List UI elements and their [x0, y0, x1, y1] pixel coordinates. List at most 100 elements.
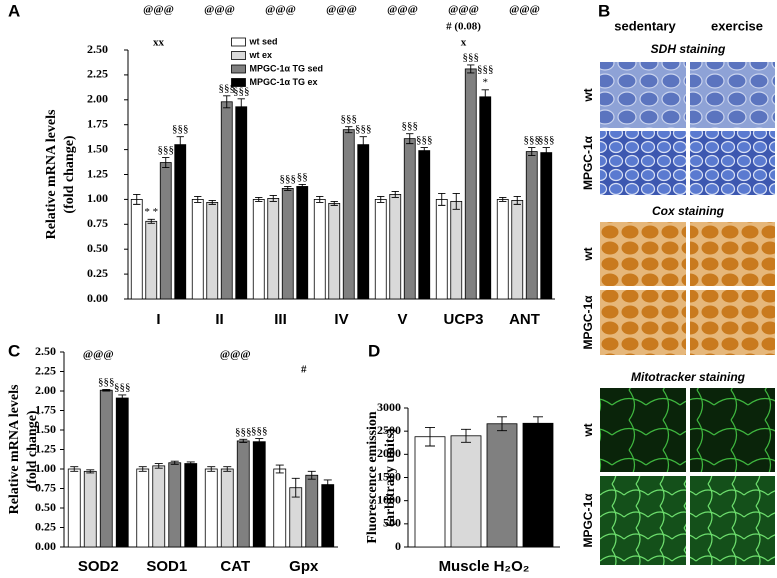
y-tick-label: 2.00 — [87, 92, 108, 106]
error-bar — [497, 416, 507, 432]
y-tick-label: 0.50 — [35, 500, 56, 514]
significance-label: x — [461, 37, 467, 49]
bar — [152, 465, 166, 548]
bar — [403, 138, 416, 300]
error-bar — [377, 195, 385, 203]
error-bar — [359, 136, 367, 154]
error-bar — [239, 438, 248, 443]
legend-label: wt sed — [249, 36, 278, 46]
error-bar — [275, 464, 284, 474]
micrograph — [690, 476, 775, 565]
y-tick-label: 2000 — [377, 446, 401, 460]
error-bar — [513, 195, 521, 205]
y-tick-label: 1500 — [377, 469, 401, 483]
y-tick-label: 2.25 — [87, 67, 108, 81]
error-bar — [102, 388, 111, 392]
x-tick-label: SOD2 — [78, 558, 119, 575]
bar — [174, 144, 187, 300]
significance-label: @@@ — [265, 4, 296, 16]
y-tick-label: 2.50 — [35, 344, 56, 358]
error-bar — [425, 427, 435, 447]
bar — [236, 440, 250, 548]
y-tick-label: 2.50 — [87, 42, 108, 56]
y-tick-label: 1.25 — [35, 441, 56, 455]
y-axis-label: (arbitrary units) — [383, 428, 398, 527]
significance-label: @@@ — [220, 349, 251, 361]
error-bar — [154, 463, 163, 469]
y-axis-label: Relative mRNA levels — [7, 384, 22, 514]
x-axis-label: Muscle H₂O₂ — [439, 558, 530, 575]
bar — [435, 198, 448, 300]
significance-label: §§§ — [402, 120, 419, 132]
y-tick-label: 500 — [383, 516, 401, 530]
bar — [450, 435, 482, 548]
micrograph — [690, 222, 775, 286]
error-bar — [406, 133, 414, 145]
significance-label: # (0.08) — [446, 21, 481, 33]
x-tick-label: CAT — [220, 558, 250, 575]
y-tick-label: 0.00 — [35, 539, 56, 553]
bar — [540, 152, 553, 300]
error-bar — [223, 95, 231, 109]
bar — [342, 129, 355, 300]
error-bar — [316, 195, 324, 203]
bar — [296, 186, 309, 300]
x-tick-label: UCP3 — [443, 311, 483, 328]
error-bar — [481, 89, 489, 105]
error-bar — [323, 479, 332, 490]
significance-label: §§§ — [98, 376, 115, 388]
bar — [486, 423, 518, 548]
micrograph — [600, 290, 686, 355]
x-tick-label: ANT — [509, 311, 540, 328]
bar — [252, 198, 265, 300]
error-bar — [186, 461, 195, 466]
bar — [83, 470, 97, 548]
legend-label: MPGC-1α TG ex — [250, 77, 318, 87]
error-bar — [255, 438, 264, 446]
bar — [206, 201, 219, 300]
error-bar — [255, 196, 263, 202]
column-label: sedentary — [614, 18, 676, 33]
significance-label: §§§ — [251, 425, 268, 437]
error-bar — [162, 157, 170, 168]
significance-label: @@@ — [326, 4, 357, 16]
significance-label: * * — [144, 206, 158, 218]
bar — [220, 468, 234, 548]
error-bar — [207, 466, 216, 472]
significance-label: §§§ — [477, 63, 494, 75]
micrograph — [690, 388, 775, 472]
stain-title: Mitotracker staining — [631, 370, 746, 384]
bar — [464, 68, 477, 300]
significance-label: @@@ — [204, 4, 235, 16]
legend-label: wt ex — [249, 50, 273, 60]
panel-label: A — [8, 1, 20, 20]
column-label: exercise — [711, 18, 763, 33]
x-tick-label: I — [156, 311, 160, 328]
error-bar — [176, 136, 184, 154]
y-tick-label: 1.00 — [87, 191, 108, 205]
legend-swatch — [231, 64, 246, 74]
significance-label: xx — [153, 37, 165, 49]
bar — [328, 202, 341, 300]
error-bar — [298, 184, 306, 189]
error-bar — [170, 460, 179, 465]
bar — [496, 198, 509, 300]
panel-label: D — [368, 341, 380, 360]
bar — [145, 220, 158, 300]
micrograph — [690, 290, 775, 355]
y-tick-label: 2500 — [377, 423, 401, 437]
y-axis-label: Fluorescence emission — [365, 411, 380, 544]
y-tick-label: 2.00 — [35, 383, 56, 397]
y-tick-label: 3000 — [377, 400, 401, 414]
y-tick-label: 1.75 — [35, 402, 56, 416]
y-tick-label: 1000 — [377, 492, 401, 506]
micrograph — [600, 131, 686, 195]
x-tick-label: SOD1 — [146, 558, 187, 575]
error-bar — [223, 466, 232, 472]
error-bar — [345, 126, 353, 134]
y-tick-label: 1.75 — [87, 116, 108, 130]
row-label: wt — [581, 88, 595, 102]
y-tick-label: 0.75 — [87, 216, 108, 230]
significance-label: §§§ — [524, 134, 541, 146]
panel-label: B — [598, 1, 610, 20]
